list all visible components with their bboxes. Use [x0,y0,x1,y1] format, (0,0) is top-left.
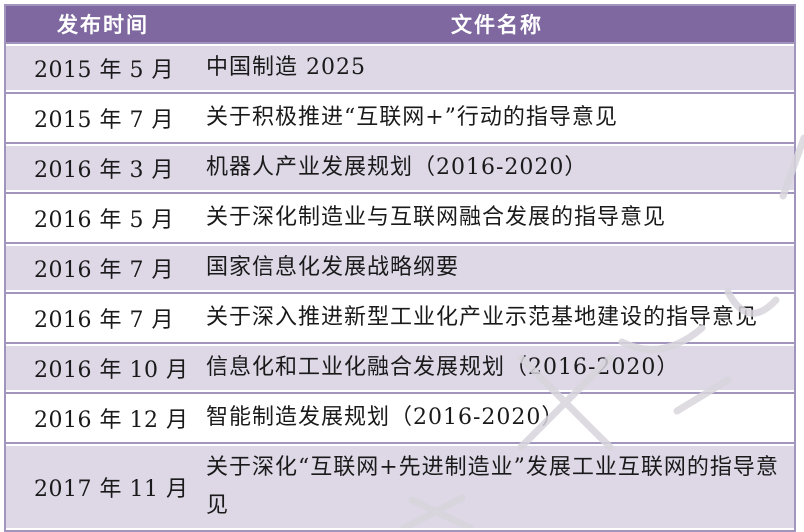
table-row: 2016 年 10 月信息化和工业化融合发展规划（2016-2020） [5,343,795,393]
publish-date-cell: 2015 年 7 月 [5,93,200,143]
document-name-cell: 国家信息化发展战略纲要 [200,243,795,293]
publish-date-cell: 2016 年 5 月 [5,193,200,243]
table-body: 2015 年 5 月中国制造 2025 2015 年 7 月关于积极推进“互联网+… [5,43,795,531]
table-row: 2015 年 5 月中国制造 2025 [5,43,795,93]
table-row: 2016 年 12 月智能制造发展规划（2016-2020） [5,393,795,443]
table-row: 2016 年 5 月关于深化制造业与互联网融合发展的指导意见 [5,193,795,243]
table-row: 2016 年 7 月关于深入推进新型工业化产业示范基地建设的指导意见 [5,293,795,343]
table-header: 发布时间 文件名称 [5,5,795,43]
publish-date-cell: 2017 年 11 月 [5,443,200,531]
header-document-name: 文件名称 [200,5,795,43]
document-name-cell: 智能制造发展规划（2016-2020） [200,393,795,443]
publish-date-cell: 2015 年 5 月 [5,43,200,93]
document-name-cell: 关于深化“互联网+先进制造业”发展工业互联网的指导意见 [200,443,795,531]
table-row: 2016 年 7 月国家信息化发展战略纲要 [5,243,795,293]
policy-table: 发布时间 文件名称 2015 年 5 月中国制造 2025 2015 年 7 月关… [4,4,796,532]
publish-date-cell: 2016 年 3 月 [5,143,200,193]
header-row: 发布时间 文件名称 [5,5,795,43]
document-name-cell: 信息化和工业化融合发展规划（2016-2020） [200,343,795,393]
publish-date-cell: 2016 年 7 月 [5,293,200,343]
document-name-cell: 关于积极推进“互联网+”行动的指导意见 [200,93,795,143]
publish-date-cell: 2016 年 10 月 [5,343,200,393]
policy-table-container: 发布时间 文件名称 2015 年 5 月中国制造 2025 2015 年 7 月关… [4,4,796,532]
document-name-cell: 中国制造 2025 [200,43,795,93]
document-name-cell: 机器人产业发展规划（2016-2020） [200,143,795,193]
table-row: 2017 年 11 月关于深化“互联网+先进制造业”发展工业互联网的指导意见 [5,443,795,531]
table-row: 2016 年 3 月机器人产业发展规划（2016-2020） [5,143,795,193]
table-row: 2015 年 7 月关于积极推进“互联网+”行动的指导意见 [5,93,795,143]
publish-date-cell: 2016 年 12 月 [5,393,200,443]
publish-date-cell: 2016 年 7 月 [5,243,200,293]
document-name-cell: 关于深化制造业与互联网融合发展的指导意见 [200,193,795,243]
header-publish-date: 发布时间 [5,5,200,43]
document-name-cell: 关于深入推进新型工业化产业示范基地建设的指导意见 [200,293,795,343]
